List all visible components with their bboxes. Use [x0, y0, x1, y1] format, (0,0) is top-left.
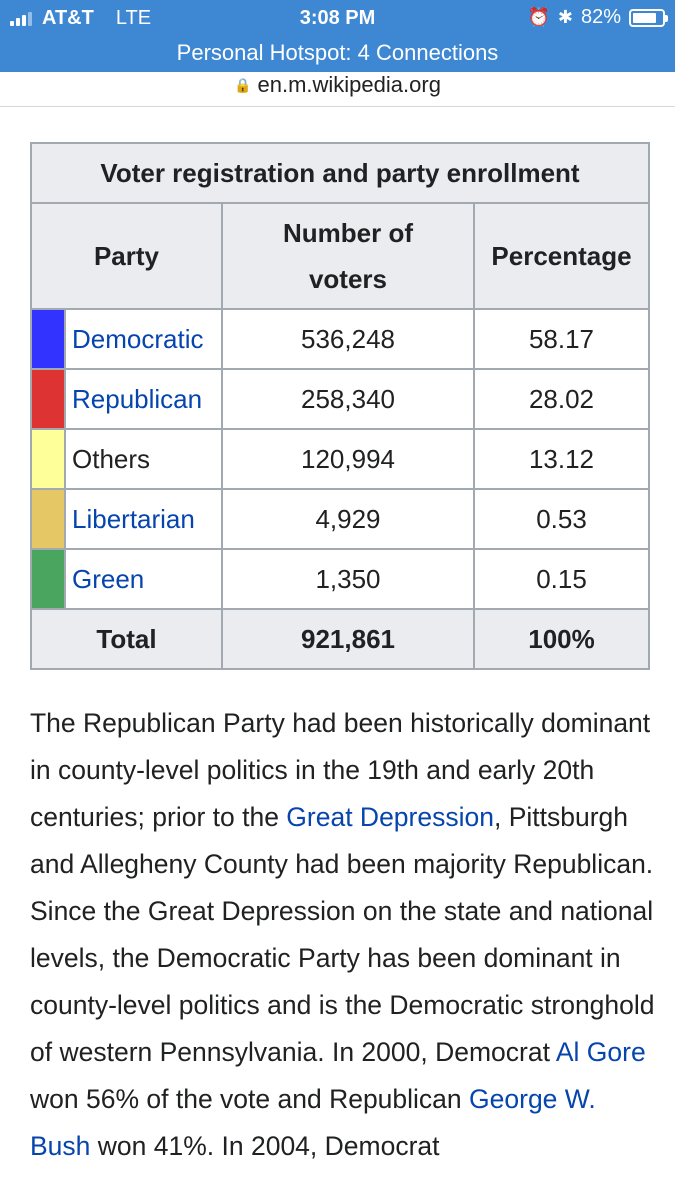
- voters-cell: 536,248: [221, 308, 475, 370]
- party-name-cell: Libertarian: [64, 488, 223, 550]
- party-color-swatch: [30, 428, 66, 490]
- lock-icon: 🔒: [234, 77, 252, 93]
- header-party: Party: [30, 202, 223, 310]
- header-divider: [0, 106, 675, 107]
- hotspot-banner[interactable]: Personal Hotspot: 4 Connections: [0, 38, 675, 72]
- article-text: The Republican Party had been historical…: [30, 708, 651, 832]
- party-color-swatch: [30, 548, 66, 610]
- party-color-swatch: [30, 488, 66, 550]
- total-percentage: 100%: [473, 608, 650, 670]
- party-name-cell: Republican: [64, 368, 223, 430]
- table-row: Republican 258,340 28.02: [30, 368, 650, 430]
- url-bar[interactable]: 🔒 en.m.wikipedia.org: [0, 72, 675, 108]
- article-paragraph: The Republican Party had been historical…: [30, 700, 655, 1170]
- voters-cell: 120,994: [221, 428, 475, 490]
- voters-cell: 1,350: [221, 548, 475, 610]
- al-gore-link[interactable]: Al Gore: [555, 1037, 646, 1067]
- party-color-swatch: [30, 368, 66, 430]
- party-link[interactable]: Democratic: [72, 323, 204, 354]
- battery-fill: [633, 12, 656, 23]
- table-row: Libertarian 4,929 0.53: [30, 488, 650, 550]
- party-link[interactable]: Republican: [72, 383, 203, 414]
- header-voters: Number of voters: [221, 202, 475, 310]
- percentage-cell: 0.53: [473, 488, 650, 550]
- total-voters: 921,861: [221, 608, 475, 670]
- party-label: Others: [72, 443, 151, 474]
- battery-percent-label: 82%: [580, 6, 621, 28]
- table-row: Democratic 536,248 58.17: [30, 308, 650, 370]
- party-name-cell: Democratic: [64, 308, 223, 370]
- party-name-cell: Others: [64, 428, 223, 490]
- article-text: won 56% of the vote and Republican: [30, 1084, 470, 1114]
- percentage-cell: 0.15: [473, 548, 650, 610]
- article-text: , Pittsburgh and Allegheny County had be…: [30, 802, 655, 1067]
- table-caption: Voter registration and party enrollment: [30, 142, 650, 204]
- party-name-cell: Green: [64, 548, 223, 610]
- article-text: won 41%. In 2004, Democrat: [90, 1131, 440, 1161]
- alarm-icon: ⏰: [527, 7, 550, 27]
- george-w-bush-link[interactable]: George W. Bush: [30, 1084, 596, 1161]
- status-left: AT&T LTE: [10, 7, 151, 30]
- battery-icon: [629, 8, 668, 27]
- header-percentage: Percentage: [473, 202, 650, 310]
- table-row: Others 120,994 13.12: [30, 428, 650, 490]
- carrier-label: AT&T: [42, 7, 94, 29]
- voter-registration-table: Voter registration and party enrollment …: [30, 142, 650, 670]
- party-color-swatch: [30, 308, 66, 370]
- signal-strength-icon: [10, 11, 34, 26]
- percentage-cell: 13.12: [473, 428, 650, 490]
- voters-cell: 258,340: [221, 368, 475, 430]
- total-row: Total 921,861 100%: [30, 608, 650, 670]
- party-link[interactable]: Libertarian: [72, 503, 195, 534]
- percentage-cell: 58.17: [473, 308, 650, 370]
- percentage-cell: 28.02: [473, 368, 650, 430]
- network-type-label: LTE: [115, 7, 152, 29]
- total-label: Total: [30, 608, 223, 670]
- url-text: en.m.wikipedia.org: [257, 72, 441, 97]
- party-link[interactable]: Green: [72, 563, 145, 594]
- voters-cell: 4,929: [221, 488, 475, 550]
- great-depression-link[interactable]: Great Depression: [286, 802, 494, 832]
- table-row: Green 1,350 0.15: [30, 548, 650, 610]
- clock: 3:08 PM: [299, 7, 376, 29]
- status-bar: AT&T LTE 3:08 PM ⏰ ✱ 82%: [0, 0, 675, 38]
- status-right: ⏰ ✱ 82%: [527, 6, 668, 29]
- bluetooth-icon: ✱: [557, 7, 573, 27]
